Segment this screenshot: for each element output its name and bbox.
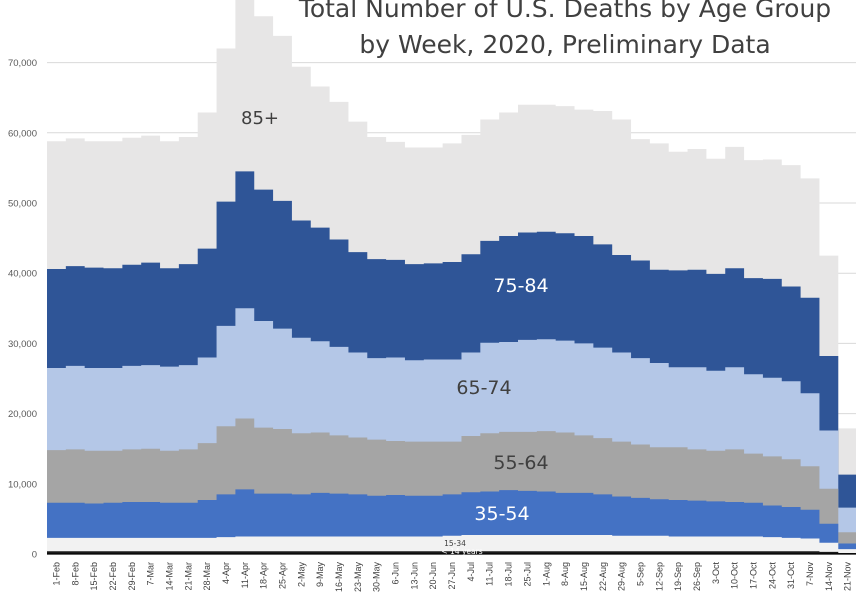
chart-title-line-1: Total Number of U.S. Deaths by Age Group xyxy=(298,0,832,23)
x-tick-label: 6-Jun xyxy=(391,562,401,585)
x-tick-label: 29-Aug xyxy=(617,562,627,591)
x-tick-label: 31-Oct xyxy=(786,562,796,590)
x-tick-label: 29-Feb xyxy=(127,562,137,591)
x-tick-label: 19-Sep xyxy=(673,562,683,591)
x-tick-label: 9-May xyxy=(315,562,325,588)
x-tick-label: 14-Mar xyxy=(164,562,174,591)
x-tick-label: 21-Mar xyxy=(183,562,193,591)
x-tick-label: 25-Jul xyxy=(522,562,532,587)
x-tick-label: 15-Feb xyxy=(89,562,99,591)
series-label: 75-84 xyxy=(493,275,548,297)
series-label: 35-54 xyxy=(474,503,529,525)
x-tick-label: 10-Oct xyxy=(730,562,740,590)
x-tick-label: 8-Feb xyxy=(70,562,80,586)
y-tick-label: 60,000 xyxy=(8,128,37,139)
x-tick-label: 30-May xyxy=(372,562,382,593)
x-tick-label: 7-Mar xyxy=(146,562,156,586)
series-label: 85+ xyxy=(241,108,279,129)
x-tick-label: 8-Aug xyxy=(560,562,570,586)
y-tick-label: 30,000 xyxy=(8,339,37,350)
y-tick-label: 0 xyxy=(32,550,37,561)
x-tick-label: 11-Jul xyxy=(485,562,495,586)
x-tick-label: 4-Jul xyxy=(466,562,476,582)
x-tick-label: 22-Feb xyxy=(108,562,118,591)
x-tick-label: 25-Apr xyxy=(278,562,288,589)
y-tick-label: 40,000 xyxy=(8,269,37,280)
series-label: 65-74 xyxy=(456,377,511,399)
x-tick-label: 22-Aug xyxy=(598,562,608,591)
x-tick-label: 7-Nov xyxy=(805,562,815,587)
x-tick-label: 20-Jun xyxy=(428,562,438,590)
y-tick-label: 10,000 xyxy=(8,479,37,490)
x-tick-label: 21-Nov xyxy=(843,562,853,592)
x-tick-label: 4-Apr xyxy=(221,562,231,584)
x-tick-label: 5-Sep xyxy=(635,562,645,586)
x-tick-label: 13-Jun xyxy=(409,562,419,590)
x-tick-label: 24-Oct xyxy=(767,562,777,590)
x-tick-label: 14-Nov xyxy=(824,562,834,592)
x-tick-label: 1-Feb xyxy=(51,562,61,586)
chart-title-line-2: by Week, 2020, Preliminary Data xyxy=(359,30,771,59)
x-tick-label: 3-Oct xyxy=(711,562,721,585)
x-tick-label: 26-Sep xyxy=(692,562,702,591)
x-tick-label: 18-Jul xyxy=(504,562,514,587)
series-label: < 14 years xyxy=(441,547,482,556)
x-tick-label: 11-Apr xyxy=(240,562,250,588)
x-tick-label: 17-Oct xyxy=(749,562,759,590)
x-tick-label: 1-Aug xyxy=(541,562,551,586)
x-tick-label: 16-May xyxy=(334,562,344,593)
x-tick-label: 28-Mar xyxy=(202,562,212,591)
x-tick-label: 15-Aug xyxy=(579,562,589,591)
series-label: 55-64 xyxy=(493,452,548,474)
x-tick-label: 18-Apr xyxy=(259,562,269,589)
y-tick-label: 20,000 xyxy=(8,409,37,420)
x-tick-label: 23-May xyxy=(353,562,363,593)
y-tick-label: 70,000 xyxy=(8,58,37,69)
x-tick-label: 12-Sep xyxy=(654,562,664,591)
x-tick-label: 27-Jun xyxy=(447,562,457,590)
series-area-15-34 xyxy=(47,535,856,554)
y-tick-label: 50,000 xyxy=(8,199,37,210)
x-tick-label: 2-May xyxy=(296,562,306,588)
series-area-0-14-years xyxy=(47,551,856,554)
series-label: 15-34 xyxy=(444,539,466,548)
